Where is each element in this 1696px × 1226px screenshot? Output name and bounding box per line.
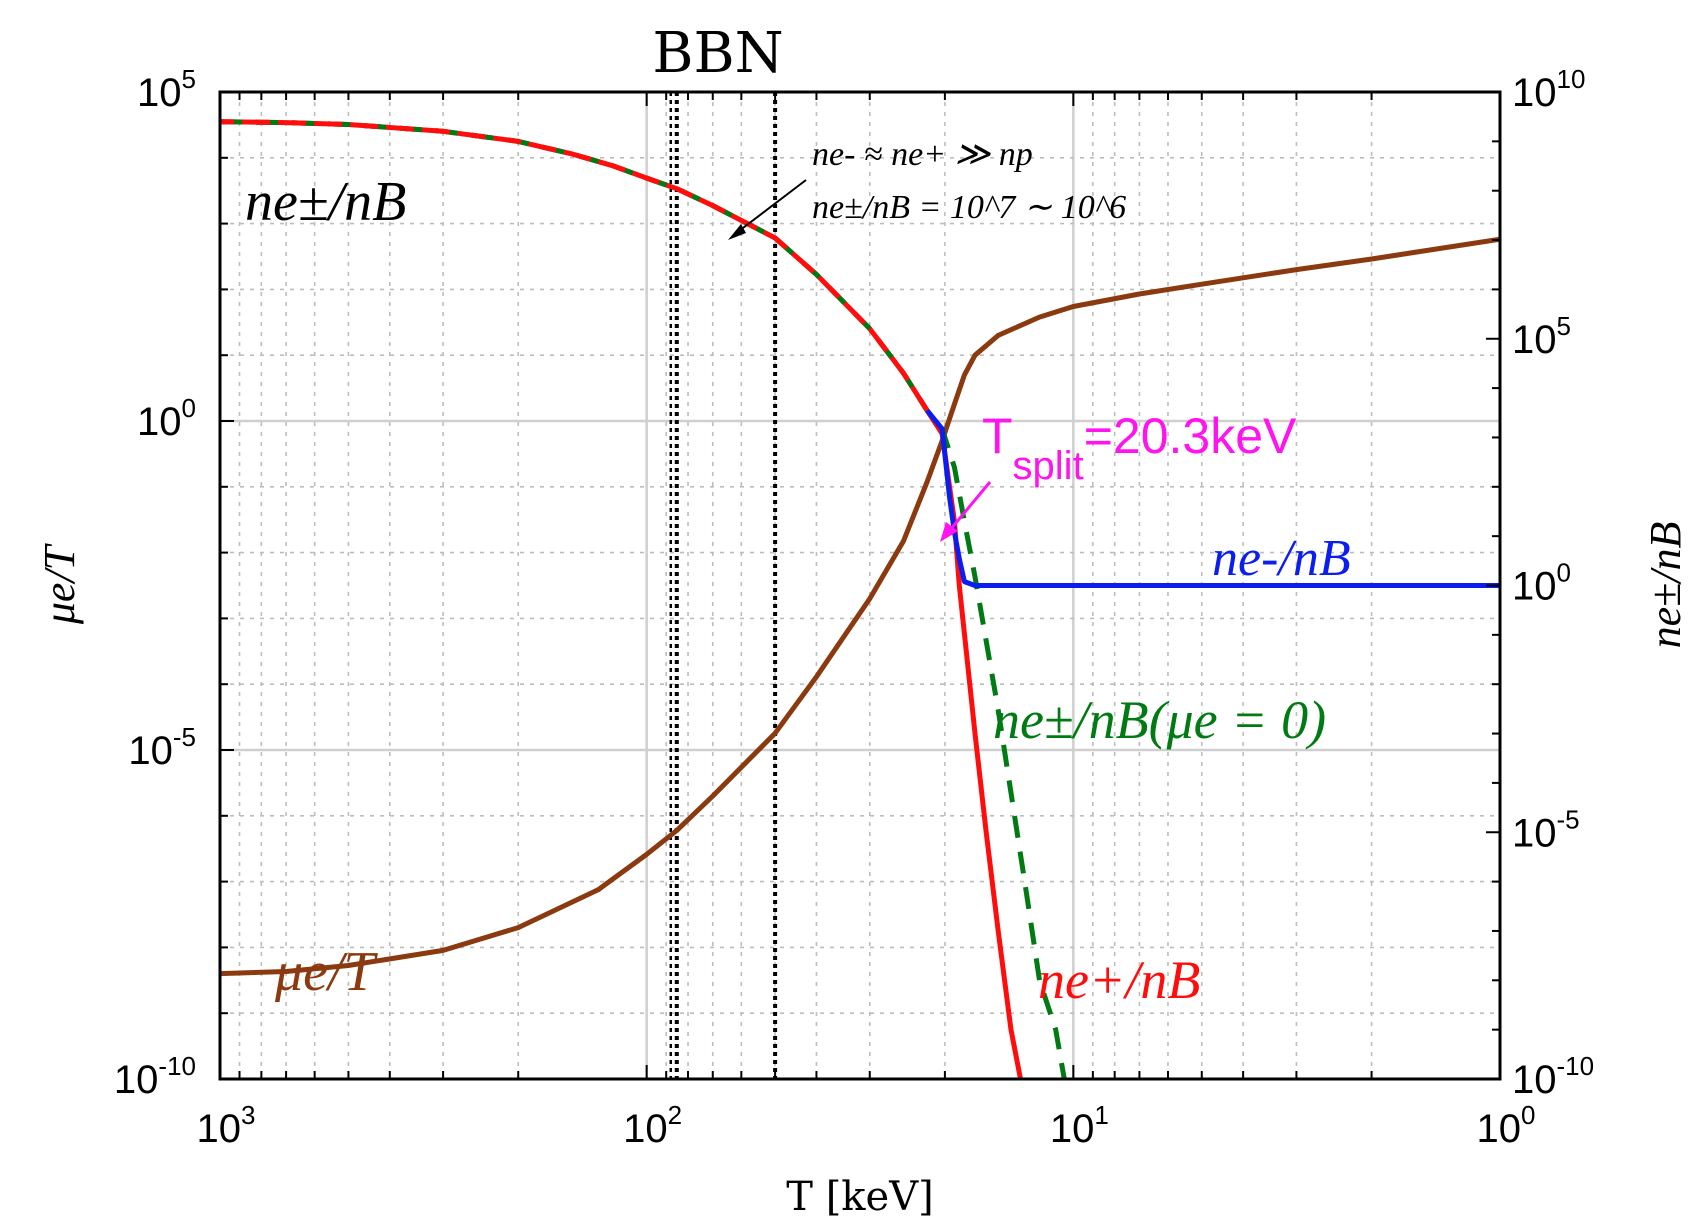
t-split-arrow-head [940, 522, 958, 542]
relation-arrow [734, 179, 807, 235]
series-overlay-ne-plus [220, 119, 945, 435]
series-group [220, 119, 1500, 1079]
x-tick-label: 103 [197, 1100, 256, 1151]
y-right-tick-labels: 1010 105 100 10-5 10-10 [1512, 64, 1594, 1102]
y-right-tick-label: 10-10 [1512, 1051, 1594, 1102]
y-left-axis-label: μe/T [35, 542, 84, 625]
y-left-tick-labels: 105 100 10-5 10-10 [114, 64, 196, 1102]
ne-plus-label: ne+/nB [1038, 950, 1200, 1010]
y-left-tick-label: 10-5 [128, 722, 196, 773]
ne-pm-top-label: ne±/nB [245, 171, 406, 233]
x-tick-label: 100 [1477, 1100, 1536, 1151]
x-tick-labels: 103 102 101 100 [197, 1100, 1536, 1151]
tick-marks [220, 91, 1501, 1080]
grid-lines [220, 92, 1500, 1079]
y-left-tick-label: 100 [137, 393, 196, 444]
y-left-tick-label: 105 [137, 64, 196, 115]
y-left-tick-label: 10-10 [114, 1051, 196, 1102]
series-line-ne±/nB [220, 119, 1067, 1079]
t-split-annotation: Tsplit=20.3keV [982, 408, 1297, 488]
series-line-μe/T [220, 236, 1500, 977]
y-right-tick-label: 100 [1512, 558, 1571, 609]
x-axis-label: T [keV] [786, 1174, 933, 1220]
y-right-tick-label: 10-5 [1512, 804, 1580, 855]
chart-title: BBN [652, 21, 783, 86]
relation-annotation-line2: ne±/nB = 10^7 ∼ 10^6 [812, 189, 1126, 226]
x-tick-label: 101 [1050, 1100, 1109, 1151]
mu-e-T-label: μe/T [274, 941, 379, 1003]
ne-pm-mu0-label: ne±/nB(μe = 0) [993, 690, 1326, 750]
relation-annotation-line1: ne- ≈ ne+ ≫ np [812, 136, 1033, 173]
series-line-ne-/nB [925, 409, 1500, 588]
bbn-window-lines [669, 92, 778, 1079]
ne-minus-label: ne-/nB [1212, 530, 1351, 587]
x-tick-label: 102 [623, 1100, 682, 1151]
y-right-tick-label: 105 [1512, 311, 1571, 362]
t-split-arrow [948, 481, 992, 531]
series-line-ne+/nB [220, 119, 1023, 1079]
relation-arrow-head [728, 224, 746, 240]
y-right-axis-label: ne±/nB [1641, 522, 1690, 649]
y-right-tick-label: 1010 [1512, 64, 1585, 115]
